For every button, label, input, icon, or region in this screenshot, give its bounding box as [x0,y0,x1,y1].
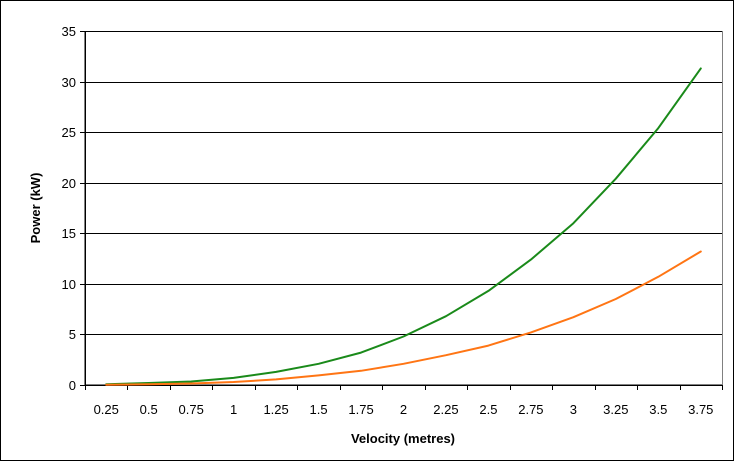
x-tick-label-0.25: 0.25 [94,402,119,417]
x-tick-label-0.5: 0.5 [140,402,158,417]
x-tick-label-1.5: 1.5 [310,402,328,417]
series-1-point-0.75 [190,381,192,383]
x-tick-label-2.5: 2.5 [479,402,497,417]
y-tick-label-0: 0 [69,378,76,393]
series-1-point-3.75 [700,67,702,69]
series-1-point-1.75 [360,352,362,354]
series-2-point-0.75 [190,383,192,385]
y-tick-label-30: 30 [62,75,76,90]
x-tick-label-3.75: 3.75 [688,402,713,417]
x-tick-label-3.5: 3.5 [649,402,667,417]
x-tick-label-2.75: 2.75 [518,402,543,417]
series-2-point-0.5 [148,383,150,385]
x-tick-label-1.75: 1.75 [348,402,373,417]
series-2-point-3.75 [700,251,702,253]
y-axis-title: Power (kW) [28,173,43,244]
gridlines [85,31,722,335]
y-tick-label-10: 10 [62,277,76,292]
series-1-point-2 [403,336,405,338]
plot-area [84,31,723,385]
x-tick-labels: 0.25 0.5 0.75 1 1.25 1.5 1.75 2 2.25 2.5 2.75 3 3.25… [94,402,714,417]
series-1-point-3 [572,222,574,224]
series-1-point-2.25 [445,315,447,317]
series-line-1 [105,67,702,386]
y-tick-labels: 0 5 10 15 20 25 30 35 [62,24,76,393]
x-tick-label-2: 2 [400,402,407,417]
series-2-point-3.25 [615,298,617,300]
series-line-2 [105,250,702,386]
x-axis-title: Velocity (metres) [351,431,455,446]
y-tick-label-35: 35 [62,24,76,39]
y-tick-label-5: 5 [69,327,76,342]
series-2-point-2.25 [445,354,447,356]
series-2-point-1.5 [318,374,320,376]
series-1-point-1 [233,377,235,379]
y-tick-label-25: 25 [62,125,76,140]
y-tick-label-15: 15 [62,226,76,241]
series-2-point-1 [233,381,235,383]
series-2-point-1.75 [360,370,362,372]
series-2-point-0.25 [105,384,107,386]
series-2-point-2.5 [487,345,489,347]
axes [80,31,723,390]
series-1-point-2.75 [530,259,532,261]
series-1-point-1.5 [318,363,320,365]
y-tick-label-20: 20 [62,176,76,191]
x-tick-label-0.75: 0.75 [179,402,204,417]
series-group [105,67,702,386]
series-2-point-1.25 [275,378,277,380]
x-tick-label-1: 1 [230,402,237,417]
series-1-point-3.5 [657,127,659,129]
x-tick-label-2.25: 2.25 [433,402,458,417]
series-1-point-3.25 [615,178,617,180]
series-2-point-3.5 [657,276,659,278]
series-2-point-3 [572,316,574,318]
series-1-point-2.5 [487,290,489,292]
series-2-point-2 [403,363,405,365]
x-tick-label-1.25: 1.25 [263,402,288,417]
series-1-point-1.25 [275,371,277,373]
x-tick-label-3.25: 3.25 [603,402,628,417]
series-2-point-2.75 [530,331,532,333]
x-tick-label-3: 3 [570,402,577,417]
